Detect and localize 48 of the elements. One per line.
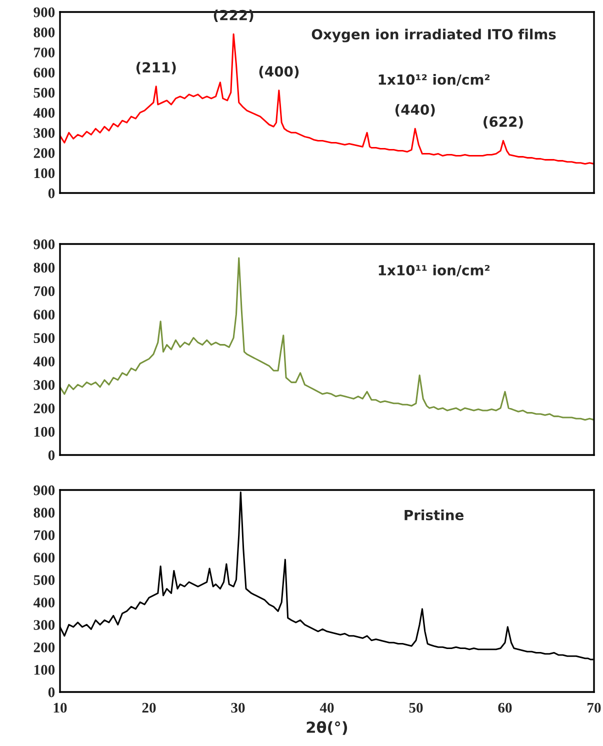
y-tick-label: 700 — [34, 286, 55, 296]
x-tick-label: 30 — [231, 702, 245, 713]
y-tick-label: 600 — [34, 310, 55, 320]
y-tick-label: 300 — [34, 620, 55, 630]
x-tick-label: 70 — [588, 702, 601, 713]
annotation: 1x10¹¹ ion/cm² — [378, 264, 490, 277]
y-tick-label: 100 — [34, 168, 55, 178]
y-tick-label: 200 — [34, 403, 55, 414]
y-tick-label: 300 — [34, 128, 55, 138]
y-tick-label: 100 — [34, 426, 55, 437]
y-tick-label: 100 — [34, 664, 55, 675]
annotation: (622) — [484, 116, 523, 129]
y-tick-label: 500 — [34, 575, 55, 585]
y-tick-label: 0 — [48, 450, 55, 460]
x-tick-label: 10 — [54, 702, 67, 713]
y-tick-label: 700 — [34, 48, 55, 58]
y-tick-label: 200 — [34, 148, 55, 158]
annotation: Pristine — [404, 510, 464, 520]
y-tick-label: 700 — [34, 530, 55, 540]
y-tick-label: 500 — [34, 88, 55, 98]
y-tick-label: 0 — [48, 188, 55, 198]
annotation: (400) — [259, 66, 299, 78]
y-tick-label: 900 — [34, 7, 55, 18]
y-tick-label: 800 — [34, 27, 55, 38]
line-series — [60, 257, 594, 421]
y-tick-label: 900 — [34, 485, 55, 496]
y-tick-label: 900 — [34, 239, 55, 250]
y-tick-label: 200 — [34, 642, 55, 652]
x-tick-label: 40 — [320, 702, 334, 713]
y-tick-label: 400 — [33, 108, 55, 118]
y-tick-label: 400 — [33, 356, 55, 366]
y-tick-label: 400 — [33, 598, 55, 608]
annotation: Oxygen ion irradiated ITO films — [312, 28, 556, 42]
y-tick-label: 300 — [34, 380, 55, 390]
x-tick-label: 50 — [409, 702, 423, 713]
x-axis-title: 2θ(°) — [306, 721, 348, 735]
annotation: 1x10¹² ion/cm² — [378, 74, 490, 86]
y-tick-label: 500 — [34, 333, 55, 343]
y-tick-label: 800 — [34, 262, 55, 273]
y-tick-label: 0 — [48, 687, 55, 698]
annotation: (211) — [136, 62, 176, 74]
x-tick-label: 20 — [142, 702, 156, 713]
y-tick-label: 600 — [34, 552, 55, 563]
y-tick-label: 800 — [34, 508, 55, 518]
annotation: (440) — [395, 104, 435, 116]
annotation: (222) — [214, 10, 254, 22]
y-tick-label: 600 — [34, 68, 55, 78]
x-tick-label: 60 — [498, 702, 512, 713]
